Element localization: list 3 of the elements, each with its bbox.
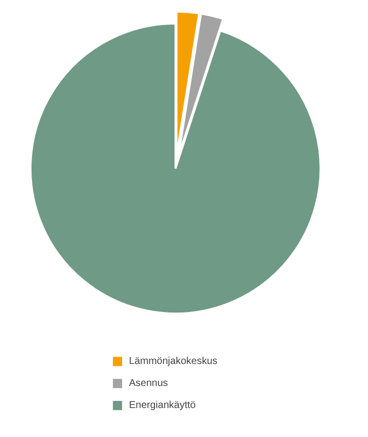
legend-label: Energiankäyttö	[129, 400, 196, 410]
legend-label: Lämmönjakokeskus	[129, 356, 218, 366]
legend-label: Asennus	[129, 378, 168, 388]
